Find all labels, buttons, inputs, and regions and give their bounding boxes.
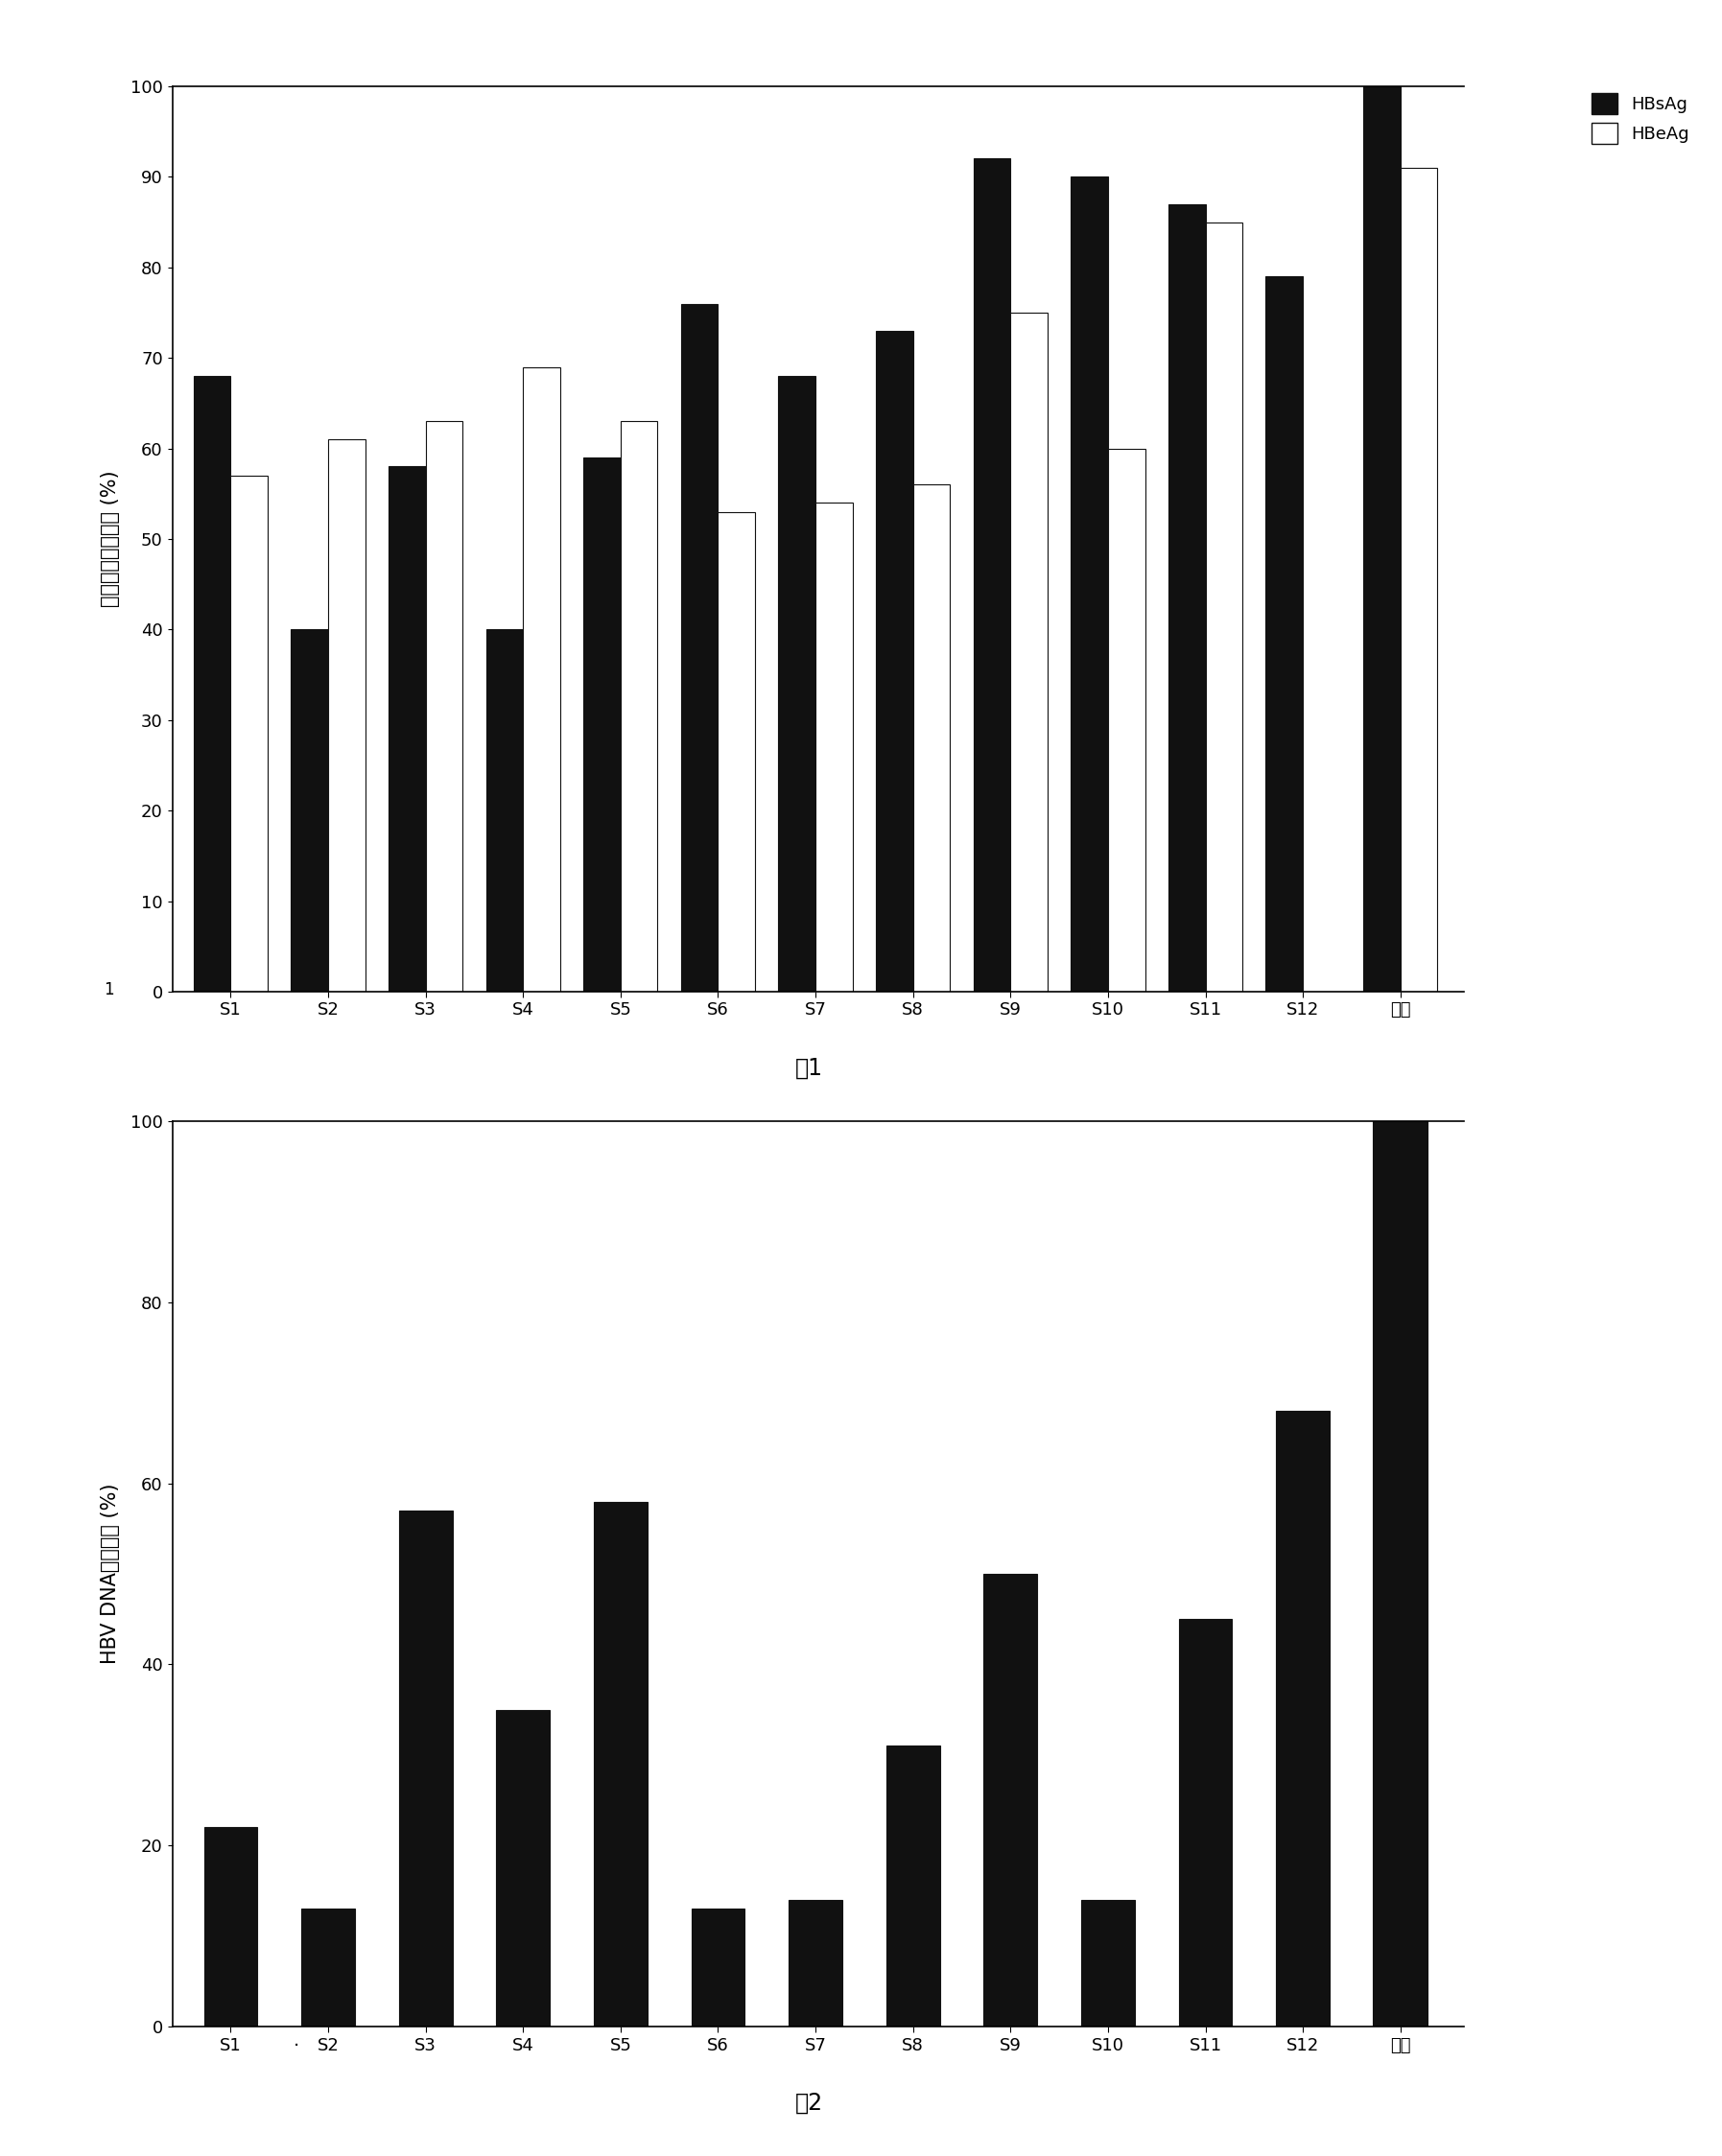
Bar xyxy=(973,160,1011,992)
Bar xyxy=(778,375,816,992)
Bar xyxy=(816,502,852,992)
Bar xyxy=(1107,448,1145,992)
Bar xyxy=(594,1501,647,2027)
Bar xyxy=(523,367,560,992)
Bar xyxy=(1071,177,1107,992)
Legend: HBsAg, HBeAg: HBsAg, HBeAg xyxy=(1584,86,1696,151)
Bar xyxy=(1011,313,1047,992)
Bar xyxy=(876,330,913,992)
Bar xyxy=(1372,1104,1400,2027)
Y-axis label: 抗原相对表达水平 (%): 抗原相对表达水平 (%) xyxy=(100,470,121,608)
Bar xyxy=(291,630,329,992)
Bar xyxy=(1205,222,1243,992)
Bar xyxy=(913,485,951,992)
Text: 图2: 图2 xyxy=(796,2091,823,2115)
Bar xyxy=(1364,86,1400,992)
Bar xyxy=(329,440,365,992)
Bar xyxy=(1168,205,1205,992)
Bar xyxy=(983,1574,1037,2027)
Bar xyxy=(203,1828,258,2027)
Bar xyxy=(486,630,523,992)
Text: ·: · xyxy=(293,2037,300,2055)
Bar xyxy=(718,511,754,992)
Bar xyxy=(1400,1104,1428,2027)
Bar xyxy=(1178,1619,1233,2027)
Bar xyxy=(887,1746,940,2027)
Bar xyxy=(400,1511,453,2027)
Bar xyxy=(1400,168,1438,992)
Bar xyxy=(789,1899,842,2027)
Bar xyxy=(620,420,658,992)
Bar xyxy=(1266,276,1304,992)
Bar xyxy=(425,420,463,992)
Bar xyxy=(680,304,718,992)
Bar xyxy=(1276,1410,1329,2027)
Text: 图1: 图1 xyxy=(796,1056,823,1080)
Bar xyxy=(231,476,267,992)
Bar xyxy=(584,457,620,992)
Y-axis label: HBV DNA相对水平 (%): HBV DNA相对水平 (%) xyxy=(100,1483,121,1664)
Bar xyxy=(496,1710,549,2027)
Text: 1: 1 xyxy=(103,981,114,998)
Bar xyxy=(193,375,231,992)
Bar xyxy=(389,466,425,992)
Bar xyxy=(301,1908,355,2027)
Bar xyxy=(691,1908,746,2027)
Bar xyxy=(1081,1899,1135,2027)
